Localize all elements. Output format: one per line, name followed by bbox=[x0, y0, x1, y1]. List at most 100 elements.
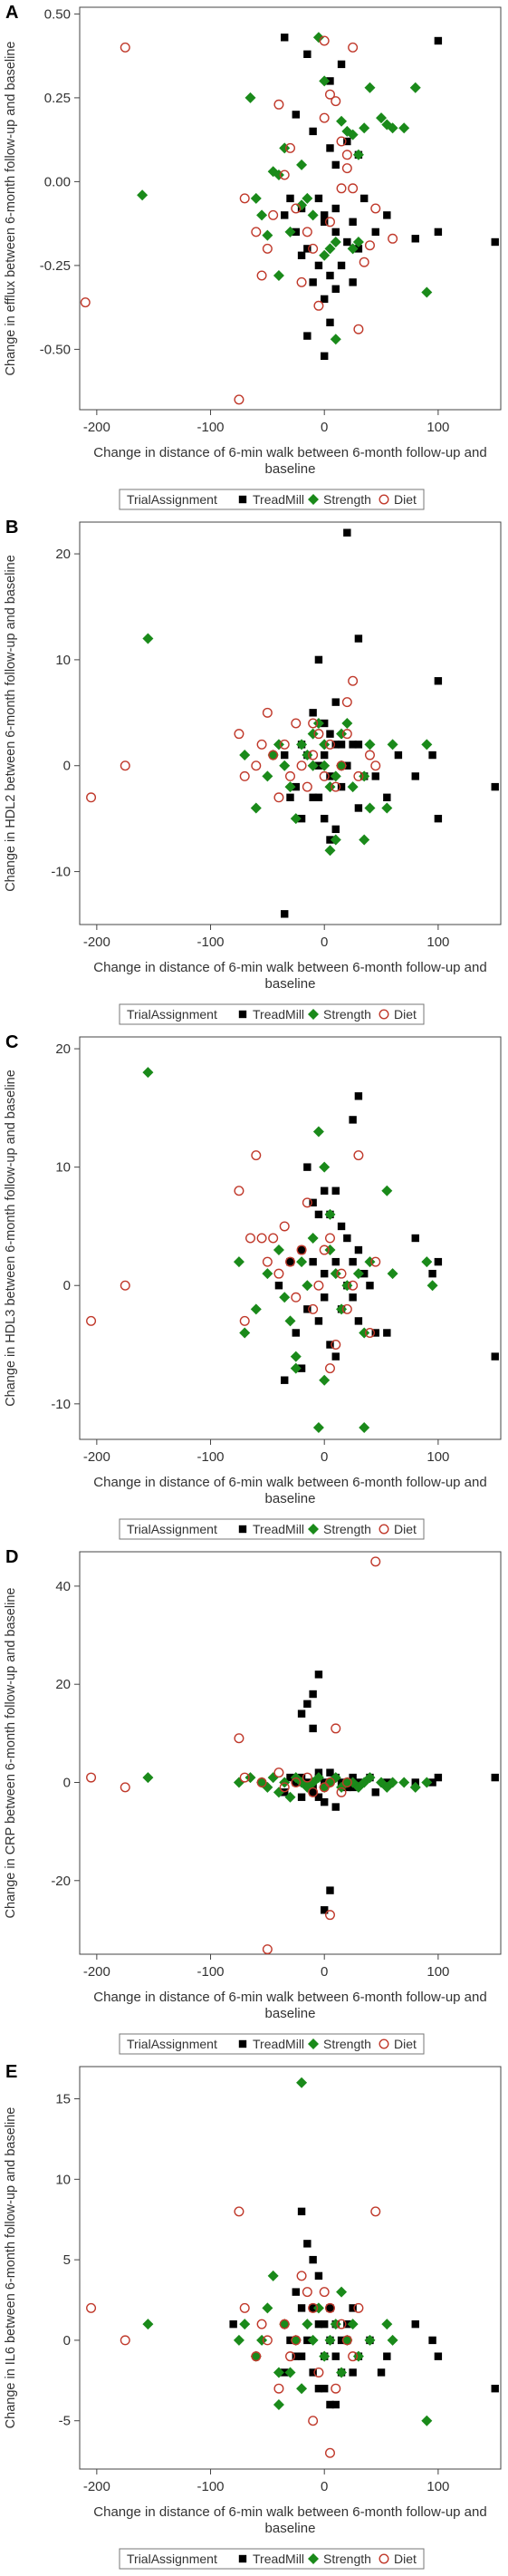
point-diet bbox=[245, 1233, 256, 1244]
point-strength bbox=[239, 1327, 251, 1339]
point-diet bbox=[370, 1256, 381, 1267]
point-treadmill bbox=[292, 782, 300, 791]
point-treadmill bbox=[321, 211, 329, 219]
point-treadmill bbox=[303, 2240, 312, 2248]
point-strength bbox=[267, 1772, 279, 1784]
point-treadmill bbox=[326, 836, 334, 844]
point-diet bbox=[324, 1777, 335, 1787]
y-tick-label: 0 bbox=[63, 1278, 71, 1293]
point-treadmill bbox=[281, 34, 289, 42]
point-strength bbox=[324, 2334, 336, 2346]
y-tick-label: 10 bbox=[55, 1160, 71, 1176]
point-treadmill bbox=[292, 111, 300, 119]
point-diet bbox=[348, 183, 359, 194]
x-tick-label: -100 bbox=[197, 420, 225, 435]
point-diet bbox=[120, 760, 130, 771]
point-treadmill bbox=[314, 1317, 323, 1325]
point-diet bbox=[239, 1315, 250, 1326]
point-strength bbox=[387, 1268, 398, 1280]
point-treadmill bbox=[371, 228, 379, 237]
point-treadmill bbox=[349, 218, 357, 226]
point-treadmill bbox=[321, 1906, 329, 1914]
point-treadmill bbox=[297, 2207, 306, 2216]
point-treadmill bbox=[281, 2368, 289, 2377]
point-strength bbox=[398, 1777, 410, 1788]
point-diet bbox=[364, 1327, 375, 1338]
point-strength bbox=[284, 781, 296, 793]
point-diet bbox=[353, 324, 364, 334]
point-diet bbox=[313, 300, 324, 311]
point-diet bbox=[86, 792, 97, 803]
point-treadmill bbox=[297, 1709, 306, 1718]
x-tick-label: -100 bbox=[197, 2479, 225, 2494]
point-diet bbox=[234, 1186, 244, 1196]
data-points bbox=[80, 32, 499, 405]
point-strength bbox=[330, 834, 341, 846]
point-strength bbox=[250, 192, 262, 204]
point-strength bbox=[347, 2319, 359, 2330]
point-treadmill bbox=[303, 332, 312, 340]
point-treadmill bbox=[321, 1293, 329, 1302]
point-strength bbox=[279, 2319, 291, 2330]
x-tick-label: -200 bbox=[83, 420, 110, 435]
point-treadmill bbox=[331, 1352, 340, 1361]
point-treadmill bbox=[337, 2336, 346, 2345]
legend-title: TrialAssignment bbox=[127, 1007, 217, 1022]
point-treadmill bbox=[337, 60, 346, 69]
point-diet bbox=[291, 1292, 302, 1303]
legend-marker-strength bbox=[308, 494, 319, 505]
point-diet bbox=[336, 1787, 347, 1797]
y-tick-label: -10 bbox=[51, 1397, 71, 1412]
legend-label-diet: Diet bbox=[394, 1522, 417, 1536]
point-strength bbox=[279, 760, 291, 771]
point-strength bbox=[319, 75, 331, 87]
point-diet bbox=[296, 276, 307, 287]
series-treadmill bbox=[281, 1671, 499, 1914]
point-strength bbox=[364, 2334, 376, 2346]
y-tick-label: -5 bbox=[59, 2414, 71, 2429]
y-tick-label: 0 bbox=[63, 759, 71, 774]
point-treadmill bbox=[297, 814, 306, 823]
plot-frame bbox=[79, 6, 502, 411]
point-diet bbox=[341, 697, 352, 708]
point-diet bbox=[341, 729, 352, 740]
point-treadmill bbox=[326, 730, 334, 738]
point-diet bbox=[291, 2335, 302, 2346]
point-treadmill bbox=[303, 245, 312, 253]
point-treadmill bbox=[281, 1376, 289, 1384]
point-diet bbox=[324, 1910, 335, 1921]
point-strength bbox=[262, 770, 273, 782]
series-diet bbox=[86, 1556, 381, 1955]
point-strength bbox=[330, 237, 341, 247]
panel-label: D bbox=[5, 1547, 18, 1567]
point-treadmill bbox=[383, 1329, 391, 1337]
point-diet bbox=[353, 2302, 364, 2313]
x-tick-label: 100 bbox=[427, 2479, 449, 2494]
legend-marker-diet bbox=[379, 2553, 389, 2564]
point-diet bbox=[324, 739, 335, 750]
data-points bbox=[86, 1067, 499, 1433]
point-treadmill bbox=[303, 1163, 312, 1171]
point-diet bbox=[319, 112, 330, 123]
point-diet bbox=[251, 2351, 262, 2362]
point-strength bbox=[364, 739, 376, 751]
point-treadmill bbox=[354, 634, 363, 643]
point-diet bbox=[324, 2447, 335, 2458]
panel-label: B bbox=[5, 518, 18, 537]
point-strength bbox=[273, 1787, 284, 1798]
point-strength bbox=[312, 1421, 324, 1433]
point-treadmill bbox=[314, 1671, 323, 1679]
point-diet bbox=[308, 1787, 319, 1797]
point-strength bbox=[352, 237, 364, 247]
point-treadmill bbox=[292, 228, 300, 237]
point-diet bbox=[370, 203, 381, 214]
x-tick-label: 0 bbox=[321, 420, 328, 435]
point-strength bbox=[302, 1280, 313, 1292]
point-treadmill bbox=[337, 741, 346, 749]
point-treadmill bbox=[309, 2304, 317, 2312]
point-strength bbox=[284, 2367, 296, 2378]
point-treadmill bbox=[411, 1234, 419, 1243]
point-treadmill bbox=[314, 194, 323, 203]
point-strength bbox=[319, 1374, 331, 1386]
point-treadmill bbox=[326, 1886, 334, 1894]
